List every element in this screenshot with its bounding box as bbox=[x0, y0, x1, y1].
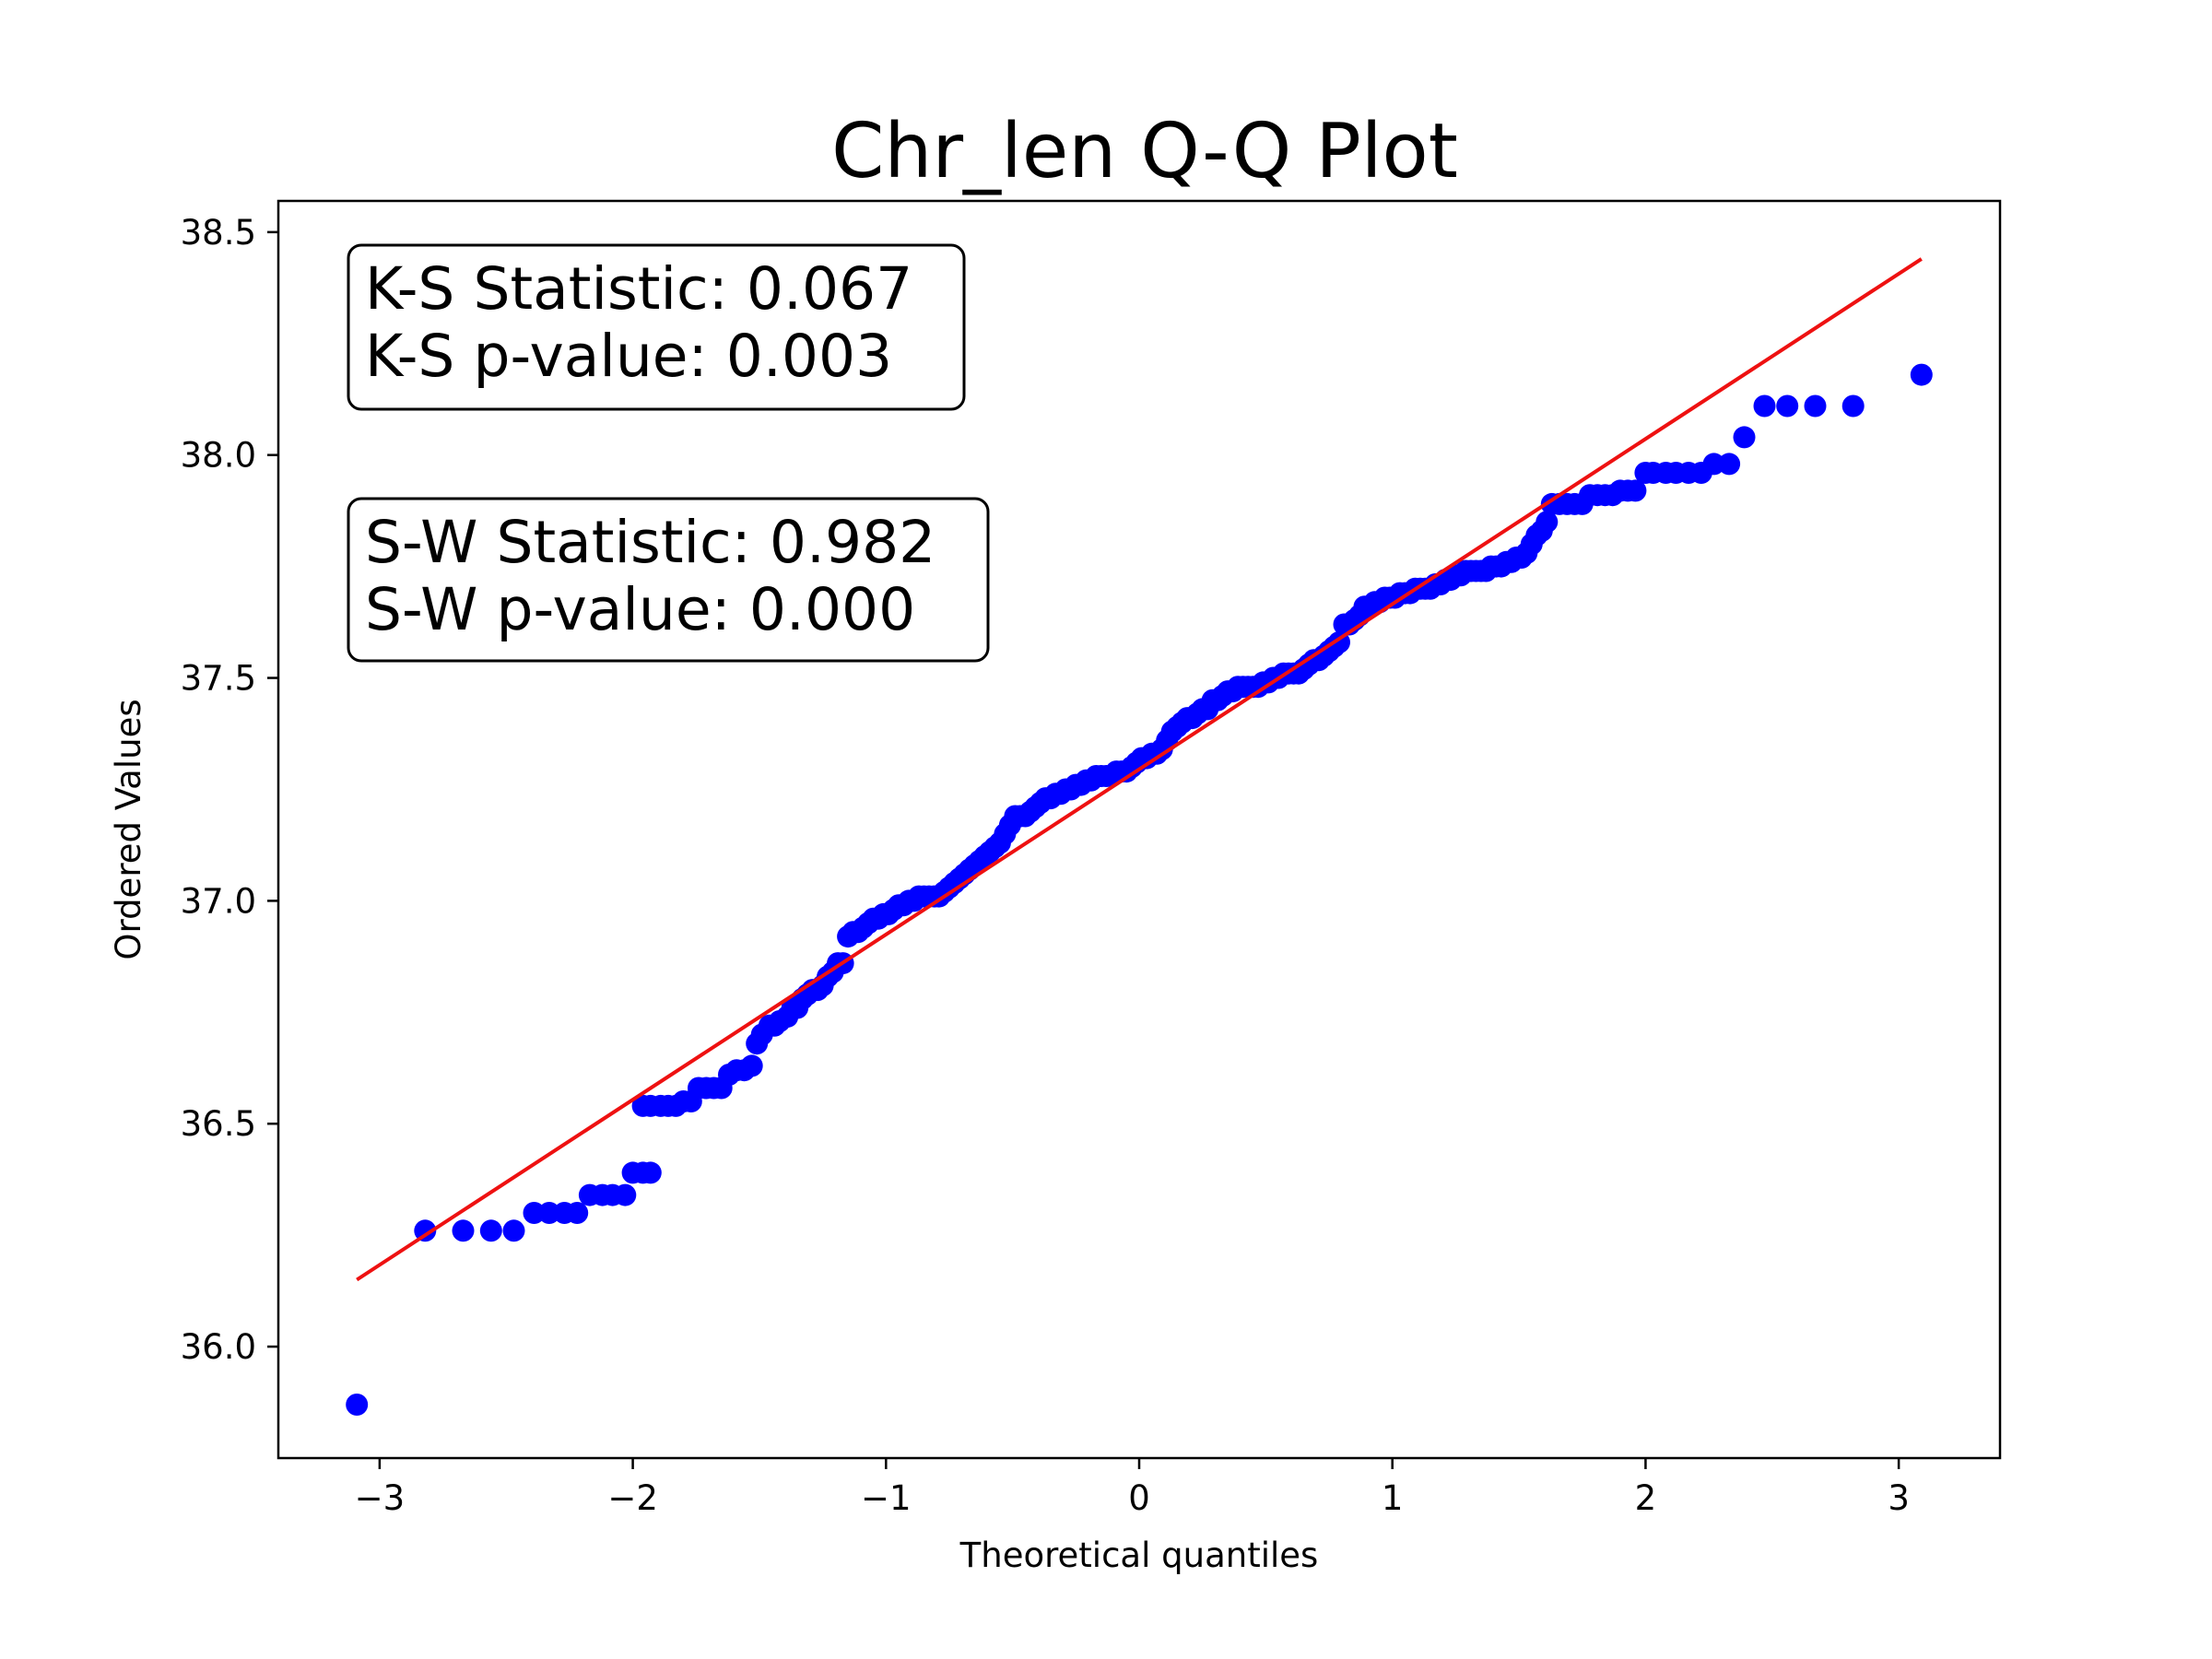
ks-pvalue-text: K-S p-value: 0.003 bbox=[365, 323, 892, 390]
y-tick-label: 38.0 bbox=[181, 436, 256, 476]
data-point bbox=[1841, 394, 1865, 418]
data-markers bbox=[346, 363, 1933, 1416]
sw-statistic-text: S-W Statistic: 0.982 bbox=[365, 509, 935, 576]
data-point bbox=[1535, 511, 1559, 534]
y-tick-label: 38.5 bbox=[181, 213, 256, 253]
fit-line-group bbox=[356, 257, 1923, 1282]
x-tick-label: −1 bbox=[861, 1478, 912, 1518]
x-tick-label: 2 bbox=[1635, 1478, 1657, 1518]
data-point bbox=[1718, 453, 1741, 476]
x-tick-label: 1 bbox=[1382, 1478, 1404, 1518]
ks-stats-box-frame bbox=[347, 243, 966, 411]
y-tick-label: 37.5 bbox=[181, 659, 256, 699]
y-tick-label: 36.0 bbox=[181, 1327, 256, 1367]
ks-statistic-text: K-S Statistic: 0.067 bbox=[365, 255, 912, 323]
data-point bbox=[740, 1054, 763, 1077]
data-point bbox=[523, 1202, 546, 1224]
x-axis-label: Theoretical quantiles bbox=[959, 1535, 1319, 1575]
data-point bbox=[566, 1202, 589, 1224]
y-tick-label: 37.0 bbox=[181, 881, 256, 921]
data-point bbox=[1733, 426, 1756, 449]
data-point bbox=[1910, 363, 1933, 386]
sw-pvalue-text: S-W p-value: 0.000 bbox=[365, 576, 915, 643]
sw-stats-box-frame bbox=[347, 497, 990, 663]
chart-title: Chr_len Q-Q Plot bbox=[831, 108, 1458, 195]
data-point bbox=[1804, 394, 1827, 418]
data-point bbox=[614, 1183, 637, 1206]
y-axis-ticks: 36.0 36.5 37.0 37.5 38.0 38.5 bbox=[181, 213, 278, 1367]
sw-stats-box: S-W Statistic: 0.982 S-W p-value: 0.000 bbox=[347, 497, 990, 663]
x-tick-label: −2 bbox=[607, 1478, 658, 1518]
data-point bbox=[1624, 479, 1647, 502]
fit-line bbox=[356, 257, 1923, 1282]
data-point bbox=[1776, 394, 1799, 418]
data-point bbox=[639, 1161, 662, 1184]
data-point bbox=[1702, 453, 1725, 476]
data-point bbox=[346, 1394, 369, 1416]
data-point bbox=[502, 1219, 525, 1242]
x-tick-label: 0 bbox=[1128, 1478, 1150, 1518]
y-axis-label: Ordered Values bbox=[109, 699, 148, 959]
data-point bbox=[1753, 394, 1776, 418]
x-tick-label: −3 bbox=[355, 1478, 406, 1518]
data-point bbox=[537, 1202, 560, 1224]
data-point bbox=[414, 1219, 437, 1242]
x-tick-label: 3 bbox=[1888, 1478, 1910, 1518]
ks-stats-box: K-S Statistic: 0.067 K-S p-value: 0.003 bbox=[347, 243, 966, 411]
data-point bbox=[452, 1219, 475, 1242]
x-axis-ticks: −3 −2 −1 0 1 2 3 bbox=[355, 1458, 1910, 1518]
y-tick-label: 36.5 bbox=[181, 1104, 256, 1144]
data-point bbox=[479, 1219, 502, 1242]
